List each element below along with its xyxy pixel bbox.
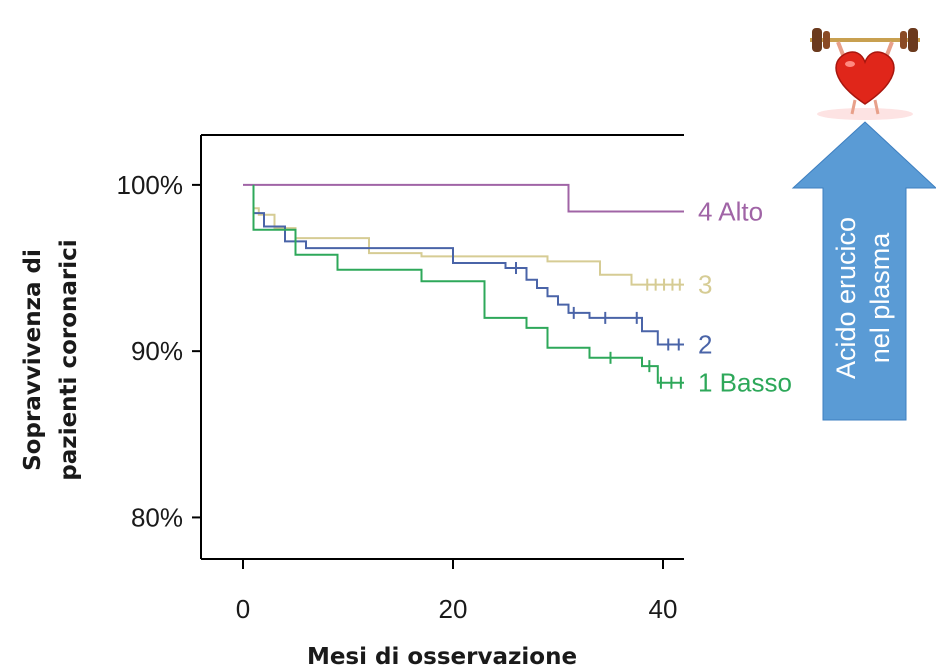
series-label-4-alto: 4 Alto — [698, 196, 763, 226]
series-line-2 — [254, 185, 685, 345]
series-label-2: 2 — [698, 330, 712, 360]
series-layer — [243, 185, 684, 389]
y-axis-title-line1: Sopravvivenza di — [20, 249, 46, 471]
x-tick-label: 20 — [439, 594, 468, 624]
erucic-acid-arrow: Acido erucico nel plasma — [793, 122, 936, 420]
arrow-text-line2: nel plasma — [865, 232, 895, 364]
y-ticks: 80% 90% 100% — [117, 170, 202, 533]
series-labels: 4 Alto 3 2 1 Basso — [698, 196, 792, 397]
x-tick-label: 40 — [649, 594, 678, 624]
heart-weightlifter-icon — [810, 28, 920, 120]
series-line-3 — [254, 185, 685, 285]
y-tick-label: 100% — [117, 170, 184, 200]
series-line-4-alto — [243, 185, 684, 212]
series-line-1-basso — [254, 185, 685, 383]
x-axis-title: Mesi di osservazione — [307, 644, 577, 670]
arrow-text-line1: Acido erucico — [831, 217, 861, 379]
series-label-1-basso: 1 Basso — [698, 368, 792, 398]
x-tick-label: 0 — [236, 594, 250, 624]
y-axis-title-line2: pazienti coronarici — [56, 239, 82, 480]
y-tick-label: 90% — [131, 336, 183, 366]
series-label-3: 3 — [698, 270, 712, 300]
x-ticks: 0 20 40 — [236, 559, 678, 624]
y-tick-label: 80% — [131, 502, 183, 532]
chart-axes — [201, 135, 684, 559]
